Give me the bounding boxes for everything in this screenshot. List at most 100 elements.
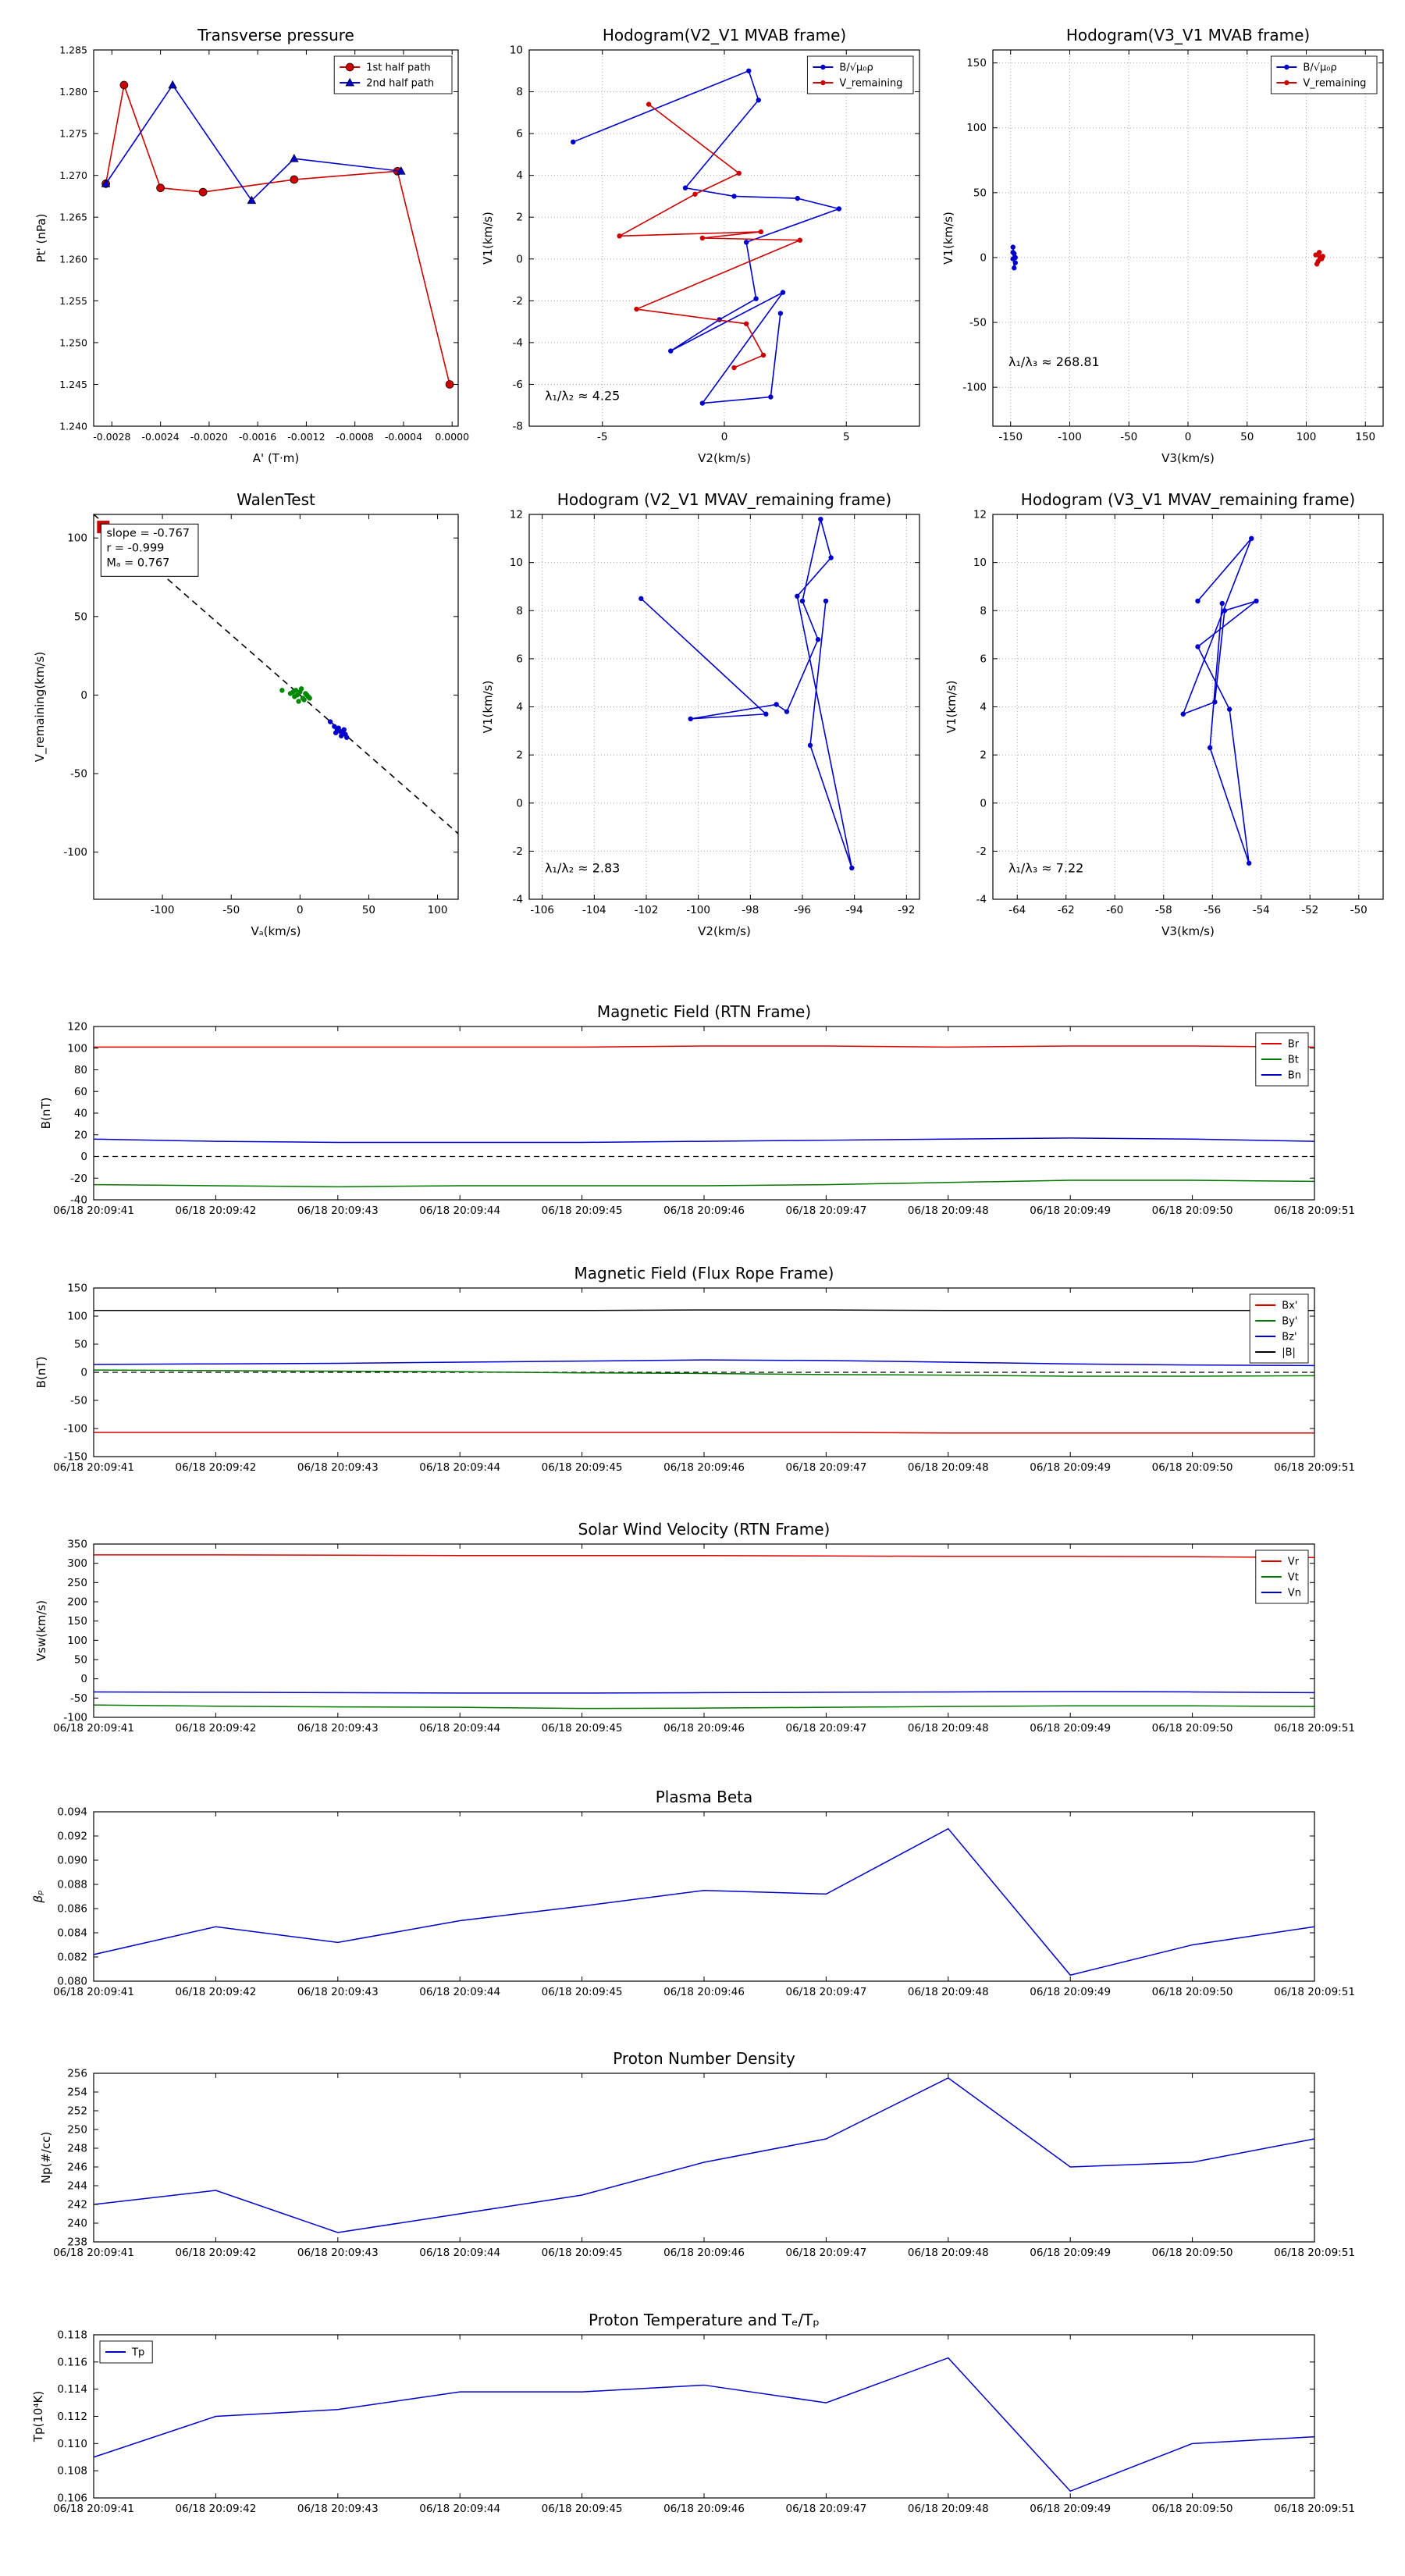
svg-text:06/18 20:09:48: 06/18 20:09:48 [908, 1461, 989, 1474]
svg-text:06/18 20:09:46: 06/18 20:09:46 [663, 1204, 745, 1217]
y-axis-label: V1(km/s) [481, 212, 495, 265]
panel-proton-temperature: 06/18 20:09:41 06/18 20:09:42 06/18 20:09:… [31, 2311, 1355, 2515]
y-axis-label: V1(km/s) [481, 681, 495, 734]
svg-text:06/18 20:09:51: 06/18 20:09:51 [1274, 1461, 1355, 1474]
svg-text:06/18 20:09:43: 06/18 20:09:43 [297, 1986, 379, 1998]
panel-magnetic-rtn: 06/18 20:09:41 06/18 20:09:42 06/18 20:09:… [39, 1002, 1355, 1217]
panel-plasma-beta: 06/18 20:09:41 06/18 20:09:42 06/18 20:09:… [31, 1788, 1355, 1998]
svg-text:6: 6 [516, 653, 523, 665]
legend: Vr Vt Vn [1255, 1550, 1309, 1604]
svg-text:238: 238 [67, 2236, 87, 2249]
svg-text:8: 8 [516, 605, 523, 617]
svg-text:06/18 20:09:46: 06/18 20:09:46 [663, 2247, 745, 2259]
panel-hodogram-v3v1-mvav: -64 -62 -60 -58 -56 -54 -52 -50 -4 -2 0 2 4 6 8 10 12 Hod… [944, 490, 1384, 938]
chart-title: Magnetic Field (Flux Rope Frame) [574, 1264, 834, 1283]
svg-text:-0.0024: -0.0024 [141, 431, 179, 443]
svg-text:Tp: Tp [131, 2347, 144, 2359]
panel-proton-density: 06/18 20:09:41 06/18 20:09:42 06/18 20:09:… [39, 2049, 1355, 2259]
svg-text:0: 0 [721, 431, 728, 443]
svg-text:06/18 20:09:48: 06/18 20:09:48 [908, 1204, 989, 1217]
svg-text:246: 246 [67, 2161, 87, 2174]
svg-text:-50: -50 [969, 317, 987, 329]
svg-text:-50: -50 [222, 904, 240, 916]
svg-text:06/18 20:09:49: 06/18 20:09:49 [1030, 2503, 1111, 2515]
svg-text:06/18 20:09:42: 06/18 20:09:42 [175, 1461, 256, 1474]
svg-text:2: 2 [980, 749, 987, 762]
svg-text:12: 12 [510, 509, 523, 521]
svg-text:06/18 20:09:47: 06/18 20:09:47 [785, 2247, 866, 2259]
svg-text:50: 50 [973, 187, 987, 199]
legend: 1st half path 2nd half path [333, 55, 453, 94]
series-|B| [94, 1309, 1314, 1311]
svg-text:-62: -62 [1058, 904, 1075, 916]
svg-text:-50: -50 [70, 768, 87, 781]
svg-text:Bn: Bn [1288, 1070, 1301, 1082]
series-Vt [93, 1704, 1315, 1710]
chart-title: Hodogram (V3_V1 MVAV_remaining frame) [1021, 490, 1355, 509]
svg-text:06/18 20:09:41: 06/18 20:09:41 [53, 1722, 134, 1735]
legend: Tp [99, 2340, 153, 2364]
svg-text:V_remaining: V_remaining [839, 78, 902, 90]
annotation: λ₁/λ₃ ≈ 268.81 [1008, 354, 1100, 369]
svg-text:-50: -50 [1350, 904, 1368, 916]
svg-text:4: 4 [516, 701, 523, 713]
svg-text:1.265: 1.265 [59, 212, 87, 223]
chart-hodogram-v3v1-mvab: -150 -100 -50 0 50 100 150 -100 -50 0 50 100 150 Hodo… [941, 26, 1384, 465]
svg-text:06/18 20:09:41: 06/18 20:09:41 [53, 1986, 134, 1998]
svg-text:-150: -150 [998, 431, 1023, 443]
svg-text:-2: -2 [513, 295, 523, 308]
svg-text:-100: -100 [63, 846, 87, 859]
legend: Bx' By' Bz' |B| [1249, 1293, 1309, 1364]
series-Vr [94, 1554, 1315, 1559]
chart-plasma-beta: 06/18 20:09:41 06/18 20:09:42 06/18 20:09:… [31, 1788, 1355, 1998]
svg-text:0.112: 0.112 [57, 2411, 87, 2423]
svg-text:2: 2 [516, 749, 523, 762]
svg-text:slope = -0.767: slope = -0.767 [106, 527, 190, 539]
svg-text:2: 2 [516, 212, 523, 224]
chart-magnetic-rtn: 06/18 20:09:41 06/18 20:09:42 06/18 20:09:… [39, 1002, 1355, 1217]
svg-text:-64: -64 [1008, 904, 1026, 916]
series-Tp [93, 2357, 1315, 2492]
svg-text:1.275: 1.275 [59, 128, 87, 140]
svg-text:06/18 20:09:50: 06/18 20:09:50 [1152, 2247, 1233, 2259]
y-axis-label: V1(km/s) [941, 212, 955, 265]
panel-hodogram-v2v1-mvav: -106 -104 -102 -100 -98 -96 -94 -92 -4 -2 0 2 4 6 8 10 1… [481, 490, 920, 938]
svg-text:0: 0 [80, 689, 87, 702]
y-axis-label: B(nT) [39, 1098, 53, 1130]
panel-solar-wind-velocity: 06/18 20:09:41 06/18 20:09:42 06/18 20:09:… [34, 1520, 1355, 1735]
svg-text:06/18 20:09:49: 06/18 20:09:49 [1030, 1461, 1111, 1474]
chart-title: Hodogram(V2_V1 MVAB frame) [603, 26, 846, 44]
chart-solar-wind-velocity: 06/18 20:09:41 06/18 20:09:42 06/18 20:09:… [34, 1520, 1355, 1735]
svg-text:-94: -94 [846, 904, 863, 916]
panel-hodogram-v2v1-mvab: -5 0 5 -8 -6 -4 -2 0 2 4 6 8 10 Hodogram(V2_V1 MVAB f… [481, 26, 920, 465]
panel-magnetic-flux-rope: 06/18 20:09:41 06/18 20:09:42 06/18 20:09:… [34, 1264, 1355, 1474]
svg-text:06/18 20:09:49: 06/18 20:09:49 [1030, 1986, 1111, 1998]
series-Bt [93, 1179, 1315, 1188]
svg-text:0: 0 [80, 1367, 87, 1379]
svg-text:150: 150 [1355, 431, 1375, 443]
svg-text:06/18 20:09:46: 06/18 20:09:46 [663, 2503, 745, 2515]
svg-text:252: 252 [67, 2105, 87, 2118]
chart-title: Proton Temperature and Tₑ/Tₚ [589, 2311, 820, 2329]
svg-text:1.255: 1.255 [59, 295, 87, 307]
y-axis-label: Pt' (nPa) [34, 214, 48, 263]
svg-text:2nd half path: 2nd half path [366, 78, 434, 90]
x-axis-label: V3(km/s) [1161, 451, 1215, 465]
svg-text:242: 242 [67, 2199, 87, 2211]
svg-text:0.0000: 0.0000 [435, 431, 469, 443]
svg-text:06/18 20:09:46: 06/18 20:09:46 [663, 1722, 745, 1735]
svg-text:-98: -98 [742, 904, 759, 916]
svg-text:5: 5 [843, 431, 850, 443]
svg-text:06/18 20:09:44: 06/18 20:09:44 [419, 1722, 500, 1735]
svg-text:06/18 20:09:42: 06/18 20:09:42 [175, 1986, 256, 1998]
svg-text:50: 50 [74, 610, 87, 623]
svg-text:06/18 20:09:45: 06/18 20:09:45 [542, 1722, 623, 1735]
svg-text:B/√μ₀ρ: B/√μ₀ρ [1303, 62, 1336, 74]
svg-text:06/18 20:09:49: 06/18 20:09:49 [1030, 1722, 1111, 1735]
legend: B/√μ₀ρ V_remaining [806, 55, 914, 94]
chart-proton-density: 06/18 20:09:41 06/18 20:09:42 06/18 20:09:… [39, 2049, 1355, 2259]
panel-hodogram-v3v1-mvab: -150 -100 -50 0 50 100 150 -100 -50 0 50 100 150 Hodo… [941, 26, 1384, 465]
svg-text:06/18 20:09:50: 06/18 20:09:50 [1152, 1461, 1233, 1474]
chart-title: Solar Wind Velocity (RTN Frame) [578, 1520, 831, 1539]
svg-text:-56: -56 [1204, 904, 1221, 916]
